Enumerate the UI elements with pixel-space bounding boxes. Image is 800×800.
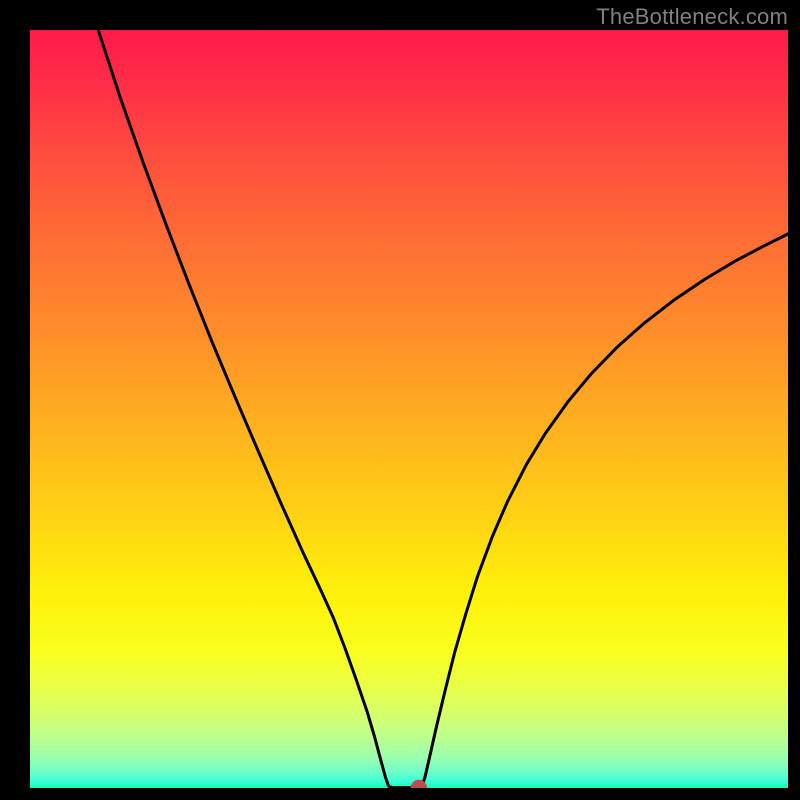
plot-background <box>30 30 788 788</box>
frame-bottom <box>0 788 800 800</box>
watermark-text: TheBottleneck.com <box>596 4 788 30</box>
frame-right <box>788 0 800 800</box>
bottleneck-chart <box>0 0 800 800</box>
frame-left <box>0 0 30 800</box>
